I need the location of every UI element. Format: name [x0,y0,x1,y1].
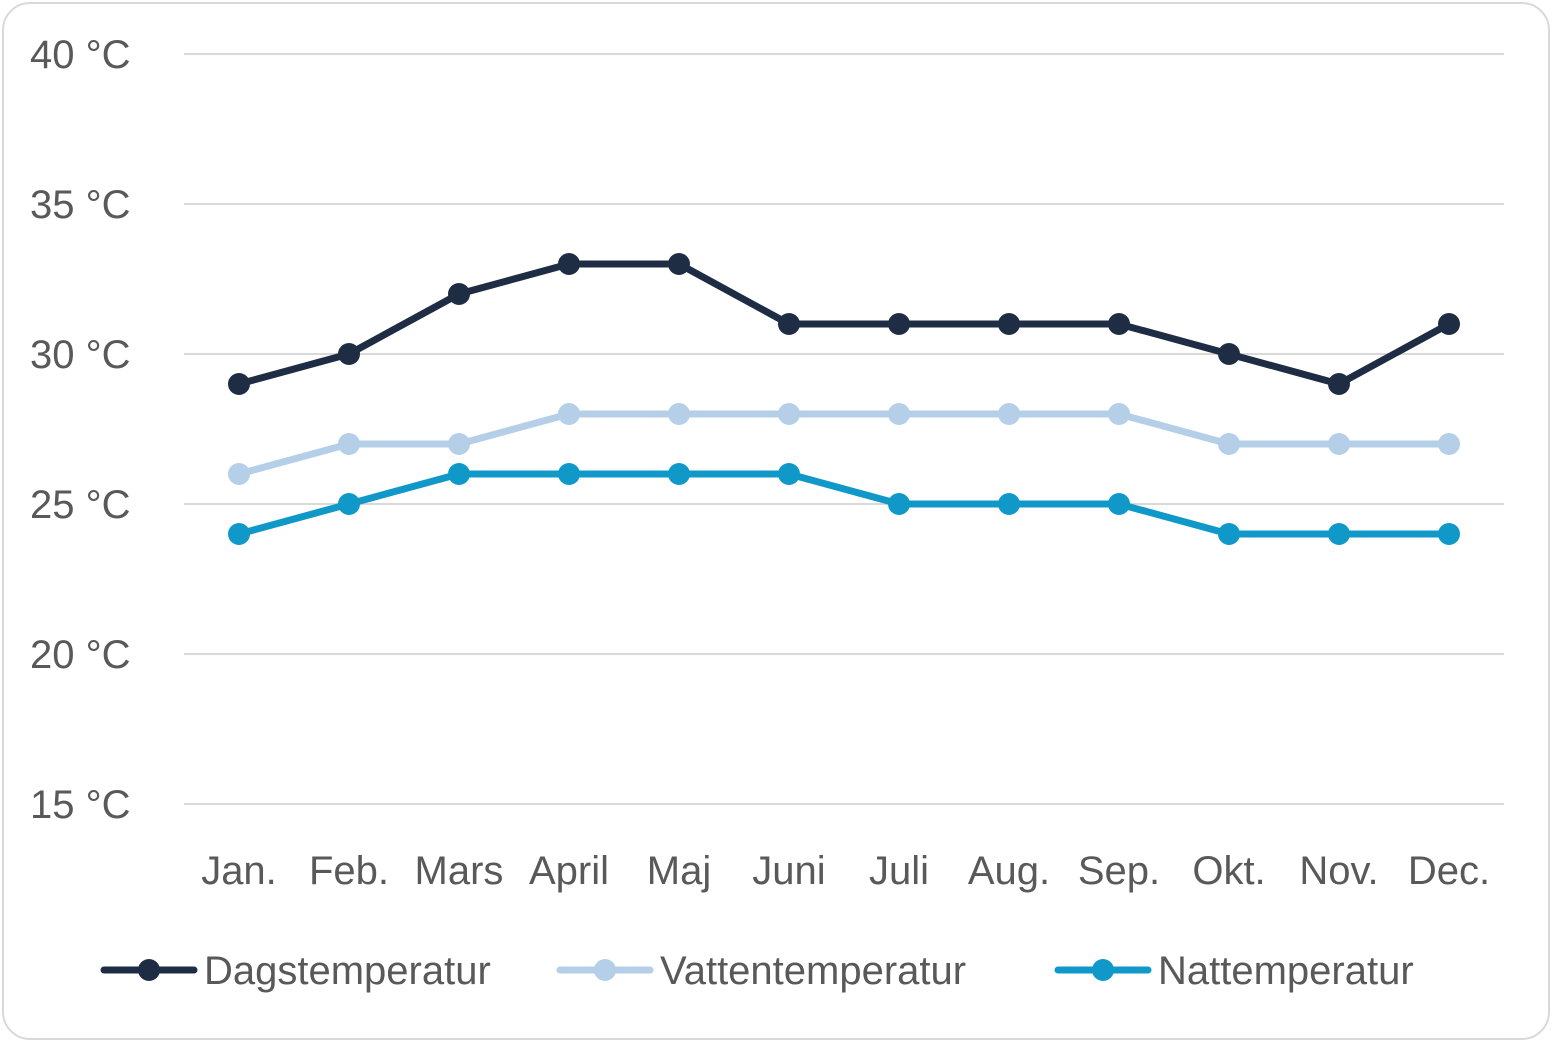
legend-label: Vattentemperatur [660,949,966,993]
data-point [228,463,250,485]
x-tick-label: Maj [647,849,711,893]
legend-item: Nattemperatur [1054,949,1414,993]
series-nattemperatur [228,463,1460,545]
x-tick-label: Feb. [309,849,389,893]
x-tick-label: April [529,849,609,893]
data-point [668,253,690,275]
data-point [1218,433,1240,455]
data-point [1108,313,1130,335]
data-point [338,343,360,365]
y-tick-label: 15 °C [30,783,131,827]
y-tick-label: 40 °C [30,33,131,77]
y-tick-label: 25 °C [30,483,131,527]
y-axis-tick-labels: 15 °C 20 °C 25 °C 30 °C 35 °C 40 °C [30,33,131,827]
legend-item: Vattentemperatur [556,949,966,993]
data-point [558,463,580,485]
y-tick-label: 20 °C [30,633,131,677]
x-tick-label: Okt. [1192,849,1265,893]
series-line [235,470,1453,538]
data-point [1438,433,1460,455]
legend-swatch-marker [1092,959,1114,981]
data-point [778,403,800,425]
data-point [448,433,470,455]
legend-label: Dagstemperatur [204,949,491,993]
data-point [778,313,800,335]
series-line [235,260,1453,388]
data-point [888,403,910,425]
x-tick-label: Sep. [1078,849,1160,893]
data-point [998,493,1020,515]
data-point [778,463,800,485]
gridlines [184,53,1504,805]
data-point [668,403,690,425]
data-point [1218,343,1240,365]
data-point [1108,493,1130,515]
data-point [998,313,1020,335]
x-tick-label: Dec. [1408,849,1490,893]
data-point [888,313,910,335]
data-point [448,463,470,485]
x-tick-label: Juni [752,849,825,893]
x-tick-label: Aug. [968,849,1050,893]
data-point [1328,433,1350,455]
series-lines [228,253,1460,545]
data-point [448,283,470,305]
data-point [1218,523,1240,545]
y-tick-label: 35 °C [30,183,131,227]
data-point [1438,313,1460,335]
x-axis-tick-labels: Jan. Feb. Mars April Maj Juni Juli Aug. Sep. Okt.… [201,849,1490,893]
legend: Dagstemperatur Vattentemperatur Nattempera… [100,949,1414,993]
data-point [338,433,360,455]
data-point [1328,523,1350,545]
series-line [235,410,1453,478]
data-point [998,403,1020,425]
data-point [338,493,360,515]
legend-label: Nattemperatur [1158,949,1414,993]
series-vattentemperatur [228,403,1460,485]
legend-item: Dagstemperatur [100,949,491,993]
data-point [1108,403,1130,425]
y-tick-label: 30 °C [30,333,131,377]
legend-swatch-marker [594,959,616,981]
data-point [1328,373,1350,395]
legend-swatch-marker [138,959,160,981]
x-tick-label: Nov. [1299,849,1378,893]
x-tick-label: Jan. [201,849,277,893]
x-tick-label: Mars [415,849,504,893]
data-point [1438,523,1460,545]
data-point [558,403,580,425]
x-tick-label: Juli [869,849,929,893]
series-dagstemperatur [228,253,1460,395]
data-point [228,373,250,395]
data-point [558,253,580,275]
data-point [668,463,690,485]
data-point [228,523,250,545]
data-point [888,493,910,515]
